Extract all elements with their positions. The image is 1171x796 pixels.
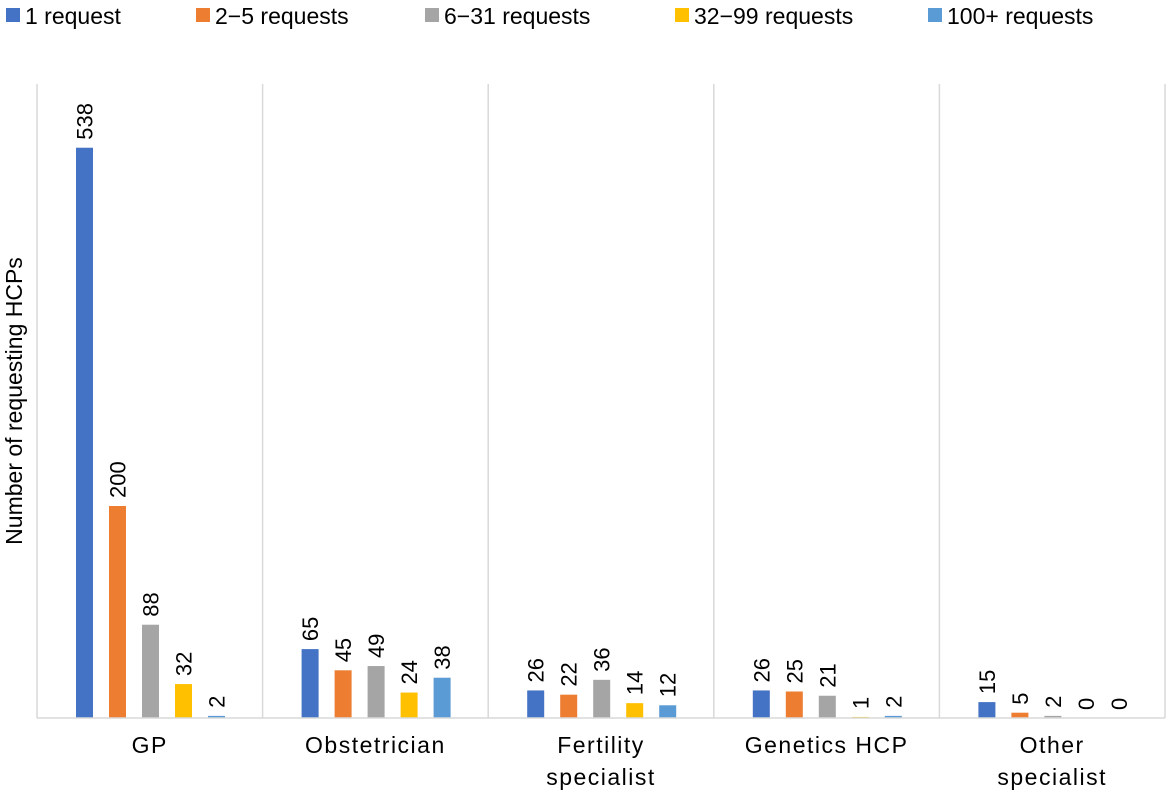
bar xyxy=(659,705,677,718)
data-label: 2 xyxy=(881,696,906,708)
legend-swatch xyxy=(6,8,20,22)
data-label: 26 xyxy=(524,658,549,682)
data-label: 49 xyxy=(364,634,389,658)
category-label: Fertility xyxy=(557,732,645,758)
data-label: 22 xyxy=(557,662,582,686)
data-label: 0 xyxy=(1074,698,1099,710)
legend-swatch xyxy=(928,8,942,22)
data-label: 36 xyxy=(590,647,615,671)
legend-label: 32−99 requests xyxy=(694,3,853,29)
legend-swatch xyxy=(675,8,689,22)
legend-label: 1 request xyxy=(25,3,122,29)
category-label: GP xyxy=(132,732,168,758)
bar xyxy=(884,715,902,718)
bar xyxy=(1011,712,1029,718)
legend-swatch xyxy=(425,8,439,22)
bar xyxy=(334,670,352,718)
data-label: 88 xyxy=(139,592,164,616)
bar xyxy=(818,695,836,718)
data-label: 32 xyxy=(172,652,197,676)
data-label: 0 xyxy=(1107,698,1132,710)
bar xyxy=(752,690,770,718)
x-axis-tick-labels: GP Obstetrician Fertility specialist Genetic… xyxy=(132,732,1107,790)
data-label: 15 xyxy=(975,670,1000,694)
legend: 1 request 2−5 requests 6−31 requests 32−99 … xyxy=(6,3,1093,29)
data-label: 38 xyxy=(430,645,455,669)
bar xyxy=(367,666,385,718)
bar xyxy=(400,692,418,718)
data-label: 5 xyxy=(1008,692,1033,704)
legend-label: 6−31 requests xyxy=(444,3,590,29)
data-label: 45 xyxy=(331,638,356,662)
bar xyxy=(301,649,319,718)
bar xyxy=(175,684,192,718)
bar xyxy=(76,147,93,719)
bar xyxy=(785,691,803,718)
legend-label: 2−5 requests xyxy=(215,3,349,29)
data-label: 200 xyxy=(106,461,131,498)
data-label: 65 xyxy=(298,617,323,641)
y-axis-label: Number of requesting HCPs xyxy=(1,257,27,545)
data-label: 26 xyxy=(749,658,774,682)
bars xyxy=(76,147,1062,719)
category-label: specialist xyxy=(546,764,656,790)
data-label: 538 xyxy=(73,103,98,140)
bar xyxy=(978,702,996,718)
data-label: 25 xyxy=(782,659,807,683)
data-label: 2 xyxy=(205,696,230,708)
data-label: 2 xyxy=(1041,696,1066,708)
data-label: 21 xyxy=(815,663,840,687)
legend-label: 100+ requests xyxy=(947,3,1093,29)
legend-swatch xyxy=(196,8,210,22)
data-label: 12 xyxy=(656,673,681,697)
bar xyxy=(593,679,611,718)
bar xyxy=(560,694,578,718)
category-label: Other xyxy=(1020,732,1085,758)
bar xyxy=(208,715,225,718)
bar xyxy=(527,690,545,718)
category-label: Obstetrician xyxy=(305,732,446,758)
data-label: 24 xyxy=(397,660,422,684)
bar xyxy=(433,677,451,718)
category-label: specialist xyxy=(997,764,1107,790)
bar xyxy=(109,506,126,718)
category-label: Genetics HCP xyxy=(745,732,909,758)
bar xyxy=(142,624,159,718)
bar xyxy=(626,703,644,718)
data-label: 14 xyxy=(623,671,648,695)
category-separators xyxy=(36,84,1166,718)
data-label: 1 xyxy=(848,697,873,709)
bar xyxy=(1044,715,1062,718)
